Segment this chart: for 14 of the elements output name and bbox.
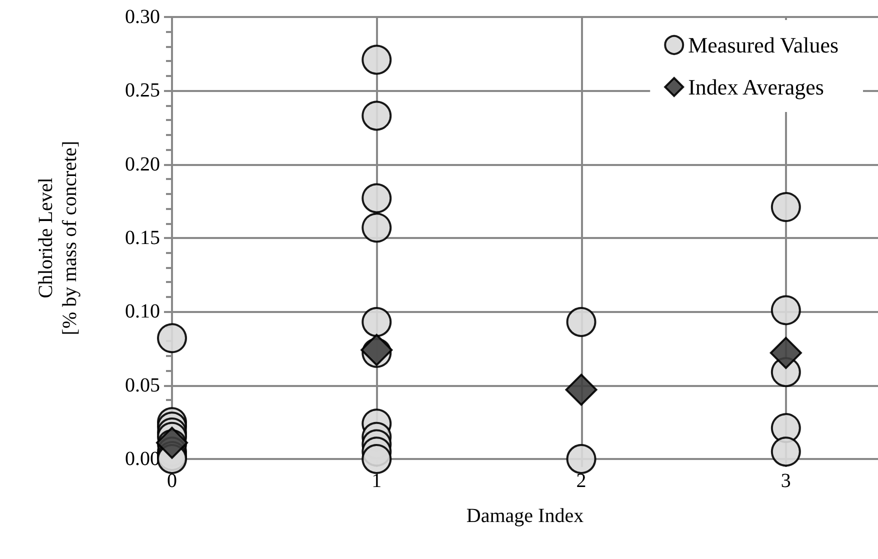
x-tick-label: 3 — [780, 470, 791, 492]
y-tick-label: 0.20 — [125, 153, 160, 176]
x-tick-label: 1 — [372, 470, 382, 492]
y-tick-label: 0.10 — [125, 300, 160, 323]
y-tick-label: 0.30 — [125, 6, 160, 28]
y-axis-title: Chloride Level [% by mass of concrete] — [35, 140, 81, 336]
x-tick-label: 2 — [576, 470, 586, 492]
x-axis-title: Damage Index — [466, 505, 584, 527]
legend-label: Index Averages — [688, 74, 824, 100]
y-tick-label: 0.25 — [125, 80, 160, 102]
y-tick-label: 0.05 — [125, 374, 160, 396]
x-tick-label: 0 — [167, 470, 177, 492]
legend-label: Measured Values — [688, 32, 839, 58]
y-tick-label: 0.15 — [125, 227, 160, 249]
